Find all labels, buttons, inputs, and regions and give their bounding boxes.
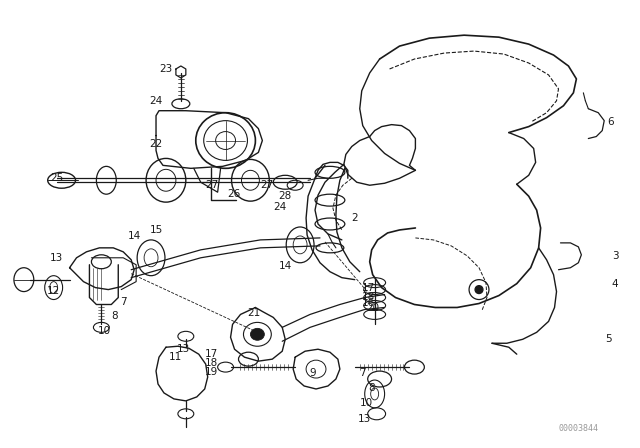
Text: 4: 4 <box>612 279 618 289</box>
Text: 14: 14 <box>278 261 292 271</box>
Text: 3: 3 <box>612 251 618 261</box>
Text: 7: 7 <box>120 297 127 306</box>
Text: 28: 28 <box>278 191 292 201</box>
Text: 12: 12 <box>47 285 60 296</box>
Ellipse shape <box>137 240 165 276</box>
Text: 19: 19 <box>205 367 218 377</box>
Text: 26: 26 <box>227 189 240 199</box>
Text: 18: 18 <box>205 358 218 368</box>
Text: 27: 27 <box>205 180 218 190</box>
Text: 8: 8 <box>369 383 375 393</box>
Text: 9: 9 <box>310 368 316 378</box>
Text: 13: 13 <box>358 414 371 424</box>
Text: 13: 13 <box>177 344 191 354</box>
Ellipse shape <box>286 227 314 263</box>
Text: 22: 22 <box>149 138 163 148</box>
Text: 27: 27 <box>260 180 274 190</box>
Text: 24: 24 <box>274 202 287 212</box>
Text: 23: 23 <box>159 64 173 74</box>
Text: 2: 2 <box>351 213 358 223</box>
Text: 14: 14 <box>127 231 141 241</box>
Text: 00003844: 00003844 <box>558 424 598 433</box>
Text: 20: 20 <box>366 303 380 314</box>
Text: 24: 24 <box>149 96 163 106</box>
Text: 21: 21 <box>247 308 260 319</box>
Text: 16: 16 <box>362 297 375 307</box>
Text: 13: 13 <box>50 253 63 263</box>
Text: 10: 10 <box>98 326 111 336</box>
Text: 5: 5 <box>605 334 611 344</box>
Text: 8: 8 <box>111 311 118 321</box>
Text: 10: 10 <box>360 398 373 408</box>
Text: 18: 18 <box>362 292 375 302</box>
Circle shape <box>475 286 483 293</box>
Text: 25: 25 <box>50 173 63 183</box>
Text: 7: 7 <box>360 368 366 378</box>
Text: 6: 6 <box>607 116 614 127</box>
Text: 17: 17 <box>205 349 218 359</box>
Text: 11: 11 <box>169 352 182 362</box>
Text: 15: 15 <box>149 225 163 235</box>
Text: 17: 17 <box>362 283 375 293</box>
Ellipse shape <box>250 328 264 340</box>
